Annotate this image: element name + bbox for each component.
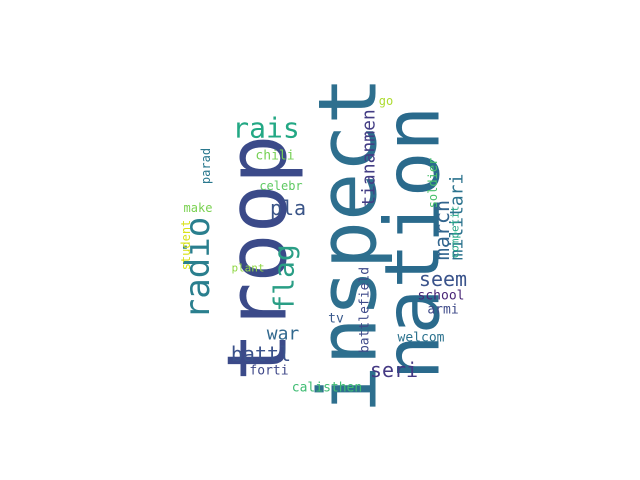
word-armi: armi — [427, 303, 458, 318]
word-battl: battl — [231, 342, 291, 366]
word-inspect: inspect — [302, 76, 395, 413]
word-radio: radio — [178, 217, 218, 319]
word-militari: militari — [447, 174, 468, 261]
word-flag: flag — [268, 244, 301, 311]
word-competit: competit — [449, 206, 462, 259]
word-school: school — [418, 289, 465, 304]
word-troop: troop — [211, 135, 306, 382]
word-chili: chili — [255, 149, 294, 164]
word-go: go — [379, 94, 393, 108]
word-battlefield: battlefield — [358, 267, 373, 353]
word-welcom: welcom — [398, 331, 445, 346]
word-tiananmen: tiananmen — [359, 109, 380, 207]
word-celebr: celebr — [259, 179, 302, 193]
word-war: war — [267, 324, 300, 345]
word-student: student — [179, 220, 193, 271]
word-march: march — [430, 200, 454, 260]
word-parad: parad — [199, 148, 213, 184]
word-calisthen: calisthen — [292, 381, 362, 396]
word-tv: tv — [328, 312, 344, 327]
word-make: make — [184, 201, 213, 215]
word-plant: plant — [231, 262, 264, 275]
word-forti: forti — [249, 364, 288, 379]
word-soldier: soldier — [426, 158, 440, 209]
word-nation: nation — [368, 106, 457, 381]
word-rais: rais — [232, 112, 299, 145]
word-seem: seem — [419, 267, 467, 291]
word-seri: seri — [370, 358, 418, 382]
word-pla: pla — [270, 196, 306, 220]
